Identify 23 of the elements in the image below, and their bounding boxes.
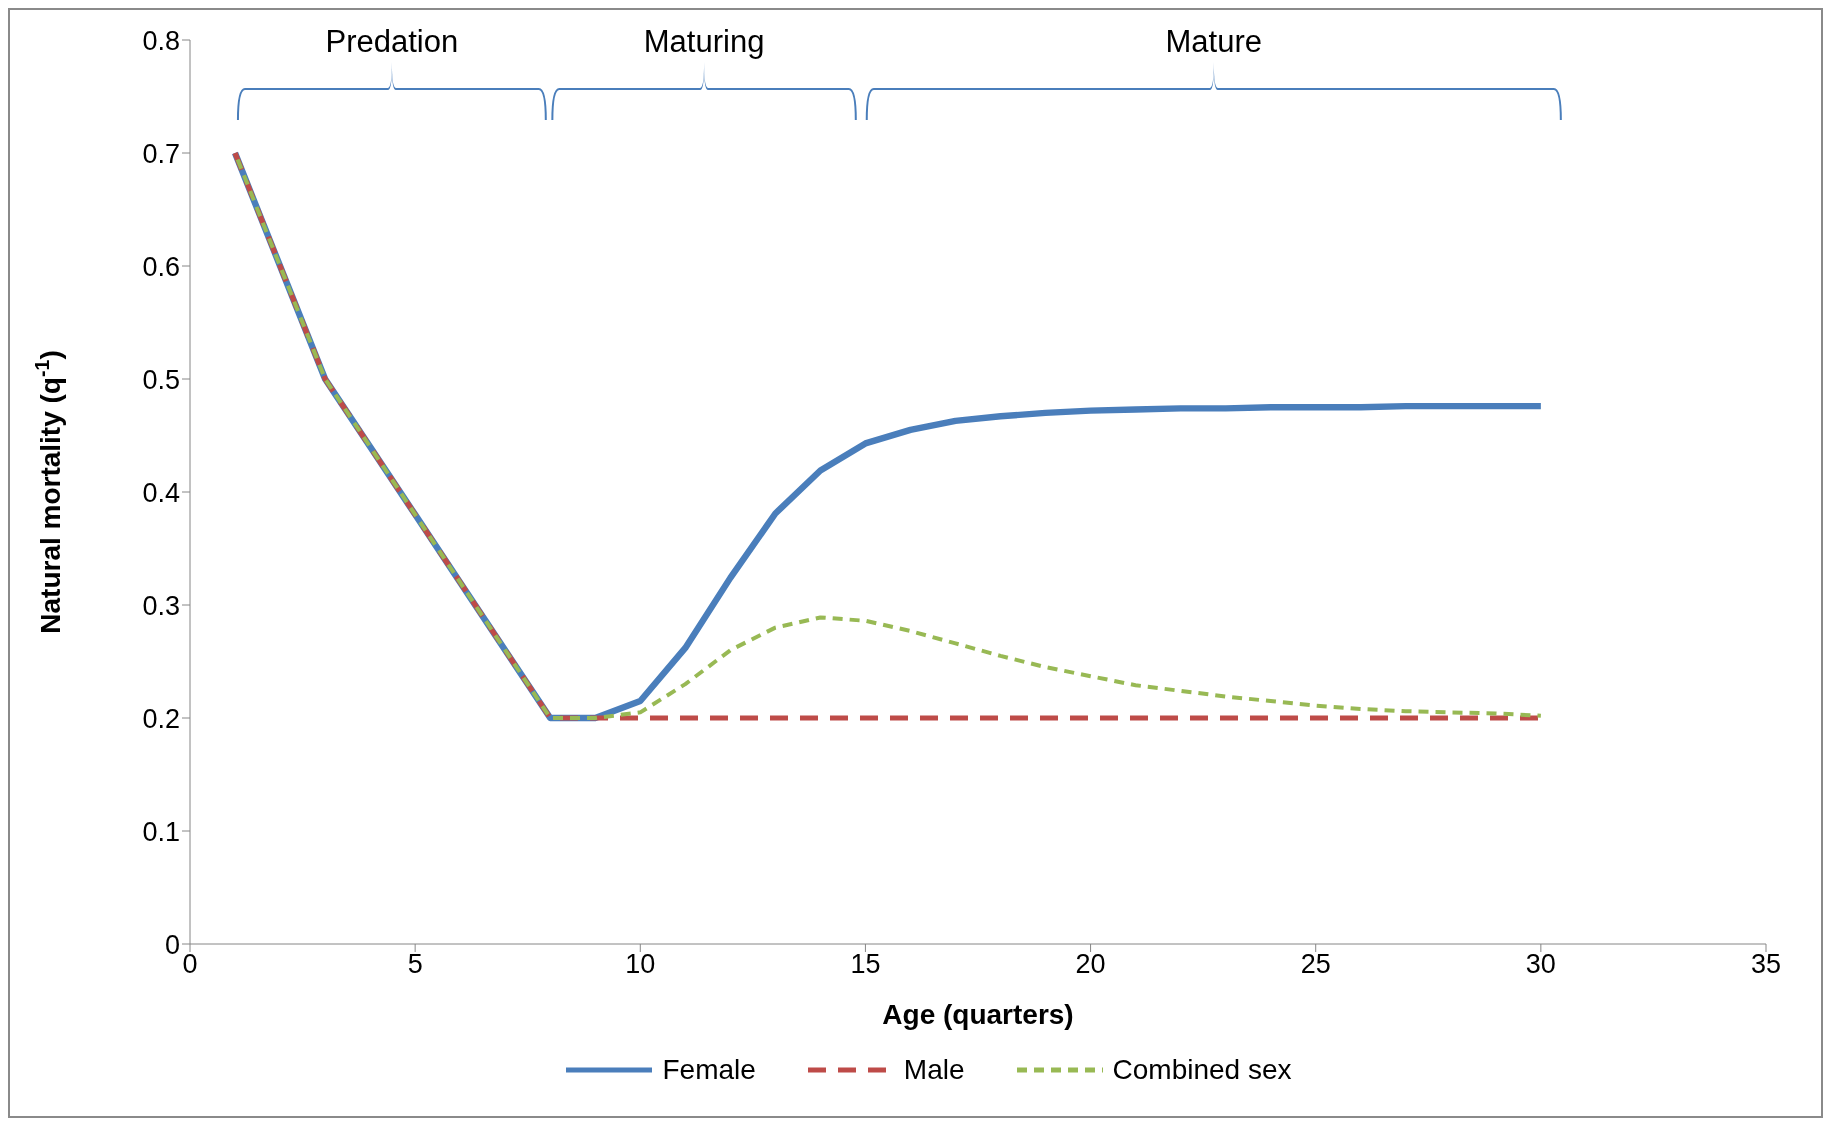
annotation: Predation [325, 24, 459, 59]
y-tick-label: 0.7 [142, 138, 180, 169]
y-tick-label: 0.4 [142, 477, 180, 508]
x-tick-label: 10 [625, 949, 656, 980]
x-tick-label: 35 [1750, 949, 1782, 980]
y-tick-label: 0.2 [142, 703, 180, 734]
legend-label: Combined sex [1112, 1054, 1292, 1086]
x-tick-label: 25 [1300, 949, 1331, 980]
y-tick-label: 0.6 [142, 251, 180, 282]
x-tick-label: 15 [850, 949, 881, 980]
x-tick-label: 30 [1525, 949, 1556, 980]
x-tick-label: 5 [407, 949, 423, 980]
x-tick-label: 20 [1075, 949, 1106, 980]
y-tick-label: 0.3 [142, 590, 180, 621]
y-tick-label: 0.5 [142, 364, 180, 395]
legend-label: Male [903, 1054, 965, 1086]
annotation: Maturing [643, 24, 765, 59]
y-tick-label: 0.1 [142, 816, 180, 847]
legend-label: Female [662, 1054, 756, 1086]
x-axis-title: Age (quarters) [882, 999, 1074, 1030]
annotation: Mature [1165, 24, 1263, 59]
y-tick-label: 0 [164, 929, 180, 960]
y-tick-label: 0.8 [142, 25, 180, 56]
